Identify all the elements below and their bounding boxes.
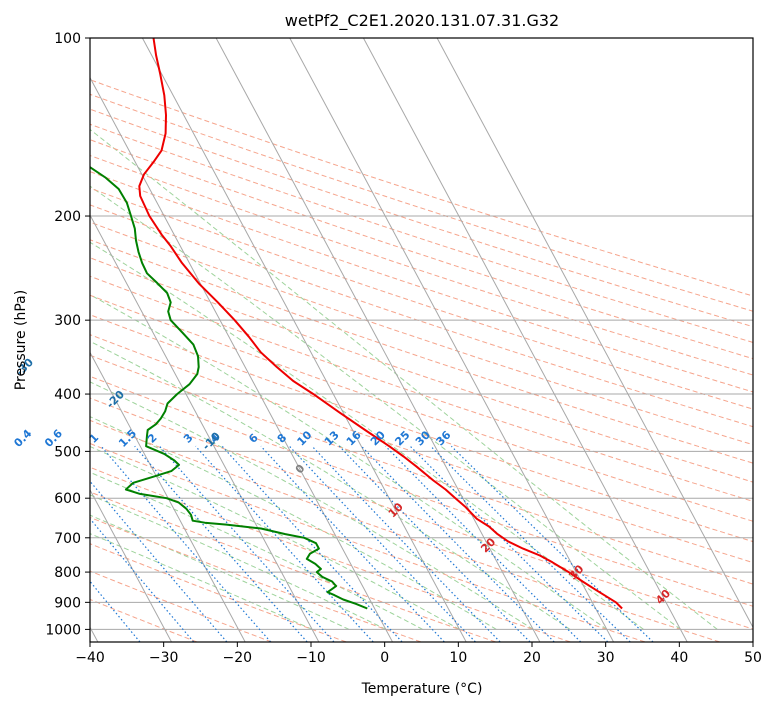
dry-adiabat	[90, 154, 753, 376]
isotherm	[289, 38, 614, 642]
mixing-ratio-line	[134, 445, 308, 642]
mixing-ratio-line	[450, 445, 654, 642]
mixing-ratio-line	[385, 445, 582, 642]
mixing-ratio-line	[159, 445, 335, 642]
dry-adiabat	[90, 354, 753, 585]
x-tick-label: 40	[670, 650, 688, 666]
moist-adiabat	[90, 494, 387, 630]
dry-adiabat	[90, 466, 571, 642]
x-tick-label: 0	[380, 650, 389, 666]
x-tick-label: −40	[75, 650, 105, 666]
dry-adiabat	[90, 397, 753, 630]
y-axis: 100 200 300 400 500 600 700 800 900 1000	[45, 31, 90, 638]
dry-adiabat	[90, 375, 753, 607]
y-tick-label: 200	[54, 209, 81, 225]
x-tick-label: −20	[223, 650, 253, 666]
x-tick-label: 10	[449, 650, 467, 666]
y-tick-label: 400	[54, 387, 81, 403]
mixing-ratio-line	[100, 445, 272, 642]
isotherm	[90, 214, 320, 642]
x-axis-title: Temperature (°C)	[361, 681, 483, 697]
moist-adiabat	[90, 294, 608, 630]
dry-adiabat	[90, 314, 753, 543]
mixing-ratio-line	[260, 445, 445, 642]
moist-adiabat	[90, 241, 644, 630]
mixing-ratio-line	[90, 517, 195, 642]
isotherm	[215, 38, 541, 642]
moist-adiabat	[90, 416, 497, 630]
y-tick-label: 600	[54, 491, 81, 507]
isotherm	[436, 38, 753, 629]
x-tick-label: 50	[744, 650, 762, 666]
isotherm	[90, 488, 172, 642]
x-axis: −40 −30 −20 −10 0 10 20 30 40 50	[75, 642, 762, 666]
x-tick-label: 20	[523, 650, 541, 666]
y-tick-label: 800	[54, 565, 81, 581]
y-tick-label: 1000	[45, 622, 81, 638]
dewpoint-profile	[90, 165, 368, 610]
mixing-ratio-line	[360, 445, 555, 642]
dry-adiabat	[90, 275, 753, 502]
profile-lines	[90, 38, 623, 610]
y-tick-label: 900	[54, 595, 81, 611]
x-tick-label: 30	[597, 650, 615, 666]
mixing-ratio-line	[430, 445, 631, 642]
dry-adiabat	[90, 419, 720, 642]
y-tick-label: 300	[54, 313, 81, 329]
mixing-ratio-line	[195, 445, 374, 642]
moist-adiabat	[90, 185, 681, 630]
moist-adiabat	[90, 381, 534, 630]
dry-adiabat	[90, 516, 421, 642]
isotherm	[90, 351, 246, 642]
chart-title: wetPf2_C2E1.2020.131.07.31.G32	[285, 11, 559, 31]
y-tick-label: 700	[54, 531, 81, 547]
mixing-ratio-line	[288, 445, 476, 642]
background-lines	[90, 38, 753, 642]
y-tick-label: 100	[54, 31, 81, 47]
mixing-ratio-line	[90, 480, 228, 642]
y-axis-title: Pressure (hPa)	[13, 290, 29, 390]
y-tick-label: 500	[54, 444, 81, 460]
moist-adiabat	[90, 514, 350, 630]
moist-adiabat	[90, 340, 571, 630]
temperature-profile	[138, 38, 623, 610]
moist-adiabat	[90, 128, 718, 630]
isotherm	[90, 76, 393, 642]
plot-frame	[89, 37, 754, 643]
mixing-ratio-line	[221, 445, 403, 642]
mixing-ratio-line	[311, 445, 501, 642]
isotherm	[362, 38, 688, 642]
dry-adiabat	[90, 598, 197, 642]
x-tick-label: −30	[149, 650, 179, 666]
isotherm	[141, 38, 467, 642]
x-tick-label: −10	[296, 650, 326, 666]
